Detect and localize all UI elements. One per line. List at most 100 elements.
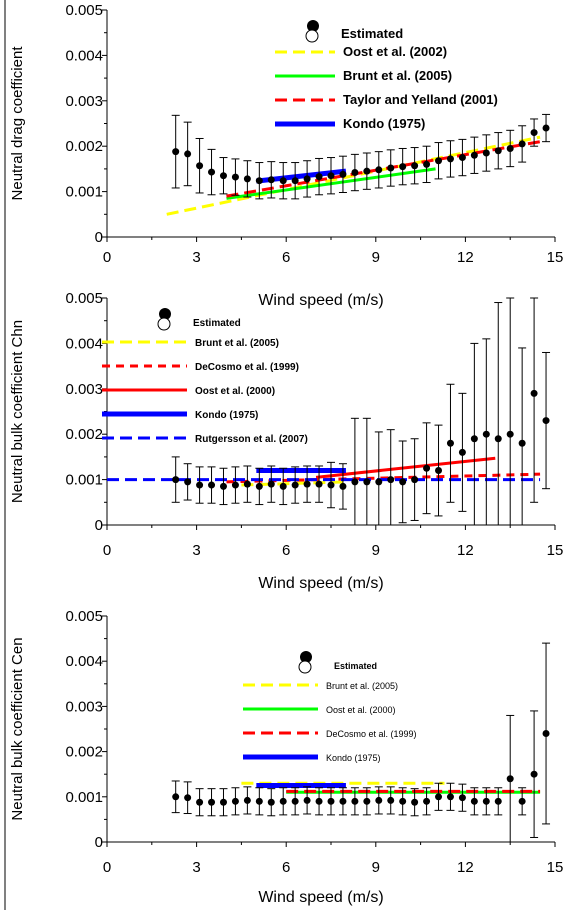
data-point (458, 794, 466, 802)
x-tick-label: 9 (372, 542, 380, 559)
data-point (231, 797, 239, 805)
data-point (363, 797, 371, 805)
legend-label: Estimated (334, 661, 377, 671)
legend-label: Brunt et al. (2005) (343, 68, 452, 83)
data-point (542, 417, 550, 425)
data-point (387, 164, 395, 172)
x-tick-label: 12 (457, 859, 474, 876)
data-point (267, 176, 275, 184)
data-point (184, 150, 192, 158)
data-point (219, 482, 227, 490)
data-point (399, 163, 407, 171)
data-point (279, 177, 287, 185)
data-point (327, 172, 335, 180)
data-point (518, 439, 526, 447)
chart-panel-2: 0 0.001 0.002 0.003 0.004 0.005 0 3 6 9 12 15 Wind s… (9, 290, 563, 592)
x-axis-label: Wind speed (m/s) (258, 292, 383, 309)
data-point (375, 796, 383, 804)
series-line-1 (166, 135, 541, 216)
y-tick-label: 0.005 (65, 290, 103, 307)
x-tick-label: 12 (457, 249, 474, 266)
y-tick-label: 0 (95, 229, 103, 246)
data-point (518, 797, 526, 805)
legend-label: Taylor and Yelland (2001) (343, 92, 498, 107)
data-point (494, 147, 502, 155)
data-point (303, 480, 311, 488)
data-point (291, 481, 299, 489)
x-axis-label: Wind speed (m/s) (258, 575, 383, 592)
data-point (291, 177, 299, 185)
x-tick-label: 9 (372, 249, 380, 266)
data-point (482, 149, 490, 157)
data-point (279, 482, 287, 490)
legend-label: DeCosmo et al. (1999) (326, 729, 417, 739)
data-point (279, 797, 287, 805)
data-point (172, 476, 180, 484)
y-tick-label: 0.002 (65, 138, 103, 155)
data-point (219, 798, 227, 806)
data-point (435, 793, 443, 801)
series-line-2 (226, 472, 541, 484)
data-point (243, 796, 251, 804)
data-point (315, 173, 323, 181)
data-point (458, 448, 466, 456)
data-point (208, 481, 216, 489)
data-point (530, 389, 538, 397)
data-point (196, 481, 204, 489)
x-tick-label: 6 (282, 249, 290, 266)
legend-label: Oost et al. (2000) (326, 705, 396, 715)
data-point (387, 476, 395, 484)
y-tick-label: 0.003 (65, 93, 103, 110)
legend-label: Estimated (193, 318, 241, 329)
data-point (291, 797, 299, 805)
data-point (172, 793, 180, 801)
data-point (530, 129, 538, 137)
data-point (339, 482, 347, 490)
data-point (363, 478, 371, 486)
data-point (208, 798, 216, 806)
y-tick-label: 0.001 (65, 789, 103, 806)
data-point (470, 435, 478, 443)
data-point (255, 797, 263, 805)
data-point (255, 177, 263, 185)
y-axis-label: Neutral drag coefficient (9, 46, 26, 201)
data-point (399, 478, 407, 486)
data-point (435, 467, 443, 475)
y-tick-label: 0.004 (65, 335, 103, 352)
legend-label: Estimated (341, 26, 403, 41)
data-point (315, 797, 323, 805)
data-point (303, 175, 311, 183)
y-tick-label: 0.001 (65, 472, 103, 489)
y-tick-label: 0.002 (65, 744, 103, 761)
data-point (494, 797, 502, 805)
data-point (267, 798, 275, 806)
data-point (494, 435, 502, 443)
x-tick-label: 15 (547, 859, 564, 876)
series-line-3 (315, 456, 496, 479)
data-point (542, 124, 550, 132)
y-axis-label: Neutral bulk coefficient Cen (9, 637, 26, 820)
x-tick-label: 0 (103, 542, 111, 559)
legend-label: Brunt et al. (2005) (195, 338, 279, 349)
legend-label: Kondo (1975) (326, 753, 381, 763)
data-point (411, 476, 419, 484)
data-point (267, 480, 275, 488)
data-point (184, 478, 192, 486)
data-point (470, 151, 478, 159)
data-point (315, 480, 323, 488)
data-point (172, 148, 180, 156)
legend-marker-filled (307, 20, 319, 32)
data-point (303, 796, 311, 804)
y-tick-label: 0.003 (65, 381, 103, 398)
data-point (351, 169, 359, 177)
y-axis-label: Neutral bulk coefficient Chn (9, 320, 26, 503)
data-point (530, 770, 538, 778)
data-point (339, 170, 347, 178)
data-point (255, 482, 263, 490)
data-point (351, 797, 359, 805)
data-point (435, 157, 443, 165)
x-tick-label: 15 (547, 542, 564, 559)
legend-marker-filled (300, 651, 312, 663)
data-point (219, 172, 227, 180)
y-tick-label: 0.001 (65, 184, 103, 201)
